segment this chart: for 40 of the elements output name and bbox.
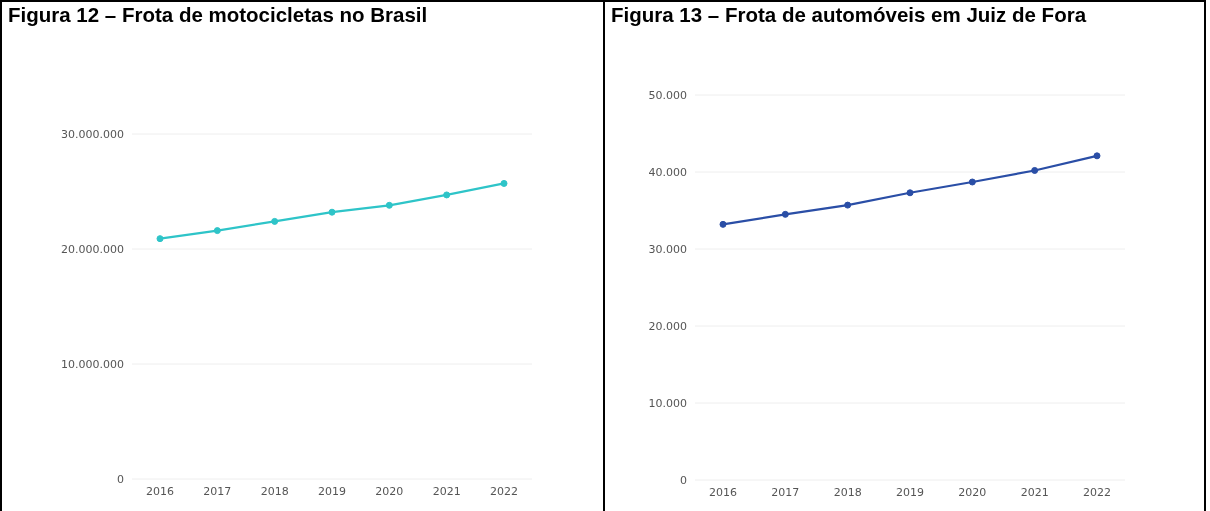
chart-title: Figura 12 – Frota de motocicletas no Brasil — [7, 2, 429, 26]
x-tick-label: 2018 — [260, 484, 289, 498]
chart-title: Figura 13 – Frota de automóveis em Juiz de Fora — [610, 2, 1088, 26]
x-tick-label: 2022 — [1083, 485, 1111, 499]
x-tick-label: 2018 — [833, 485, 862, 499]
x-tick-label: 2022 — [490, 484, 518, 498]
y-tick-label: 30.000.000 — [61, 127, 124, 141]
x-tick-label: 2021 — [432, 484, 461, 498]
x-tick-label: 2019 — [318, 484, 346, 498]
point — [328, 208, 336, 216]
y-tick-label: 40.000 — [648, 165, 687, 179]
x-tick-label: 2017 — [771, 485, 800, 499]
x-tick-label: 2020 — [375, 484, 404, 498]
point — [385, 201, 393, 209]
point — [719, 220, 727, 228]
point — [1031, 166, 1039, 174]
y-tick-label: 0 — [680, 473, 687, 487]
y-tick-label: 20.000.000 — [61, 242, 124, 256]
y-tick-label: 50.000 — [648, 88, 687, 102]
x-tick-label: 2020 — [958, 485, 987, 499]
y-tick-label: 10.000.000 — [61, 357, 124, 371]
point — [906, 189, 914, 197]
point — [968, 178, 976, 186]
y-tick-label: 30.000 — [648, 242, 687, 256]
point — [156, 235, 164, 243]
point — [781, 210, 789, 218]
point — [213, 227, 221, 235]
x-tick-label: 2019 — [896, 485, 924, 499]
point — [271, 217, 279, 225]
x-tick-label: 2016 — [146, 484, 174, 498]
point — [443, 191, 451, 199]
y-tick-label: 10.000 — [648, 396, 687, 410]
y-tick-label: 20.000 — [648, 319, 687, 333]
x-tick-label: 2017 — [203, 484, 232, 498]
point — [500, 179, 508, 187]
point — [844, 201, 852, 209]
x-tick-label: 2021 — [1020, 485, 1049, 499]
x-tick-label: 2016 — [709, 485, 737, 499]
point — [1093, 152, 1101, 160]
y-tick-label: 0 — [117, 472, 124, 486]
